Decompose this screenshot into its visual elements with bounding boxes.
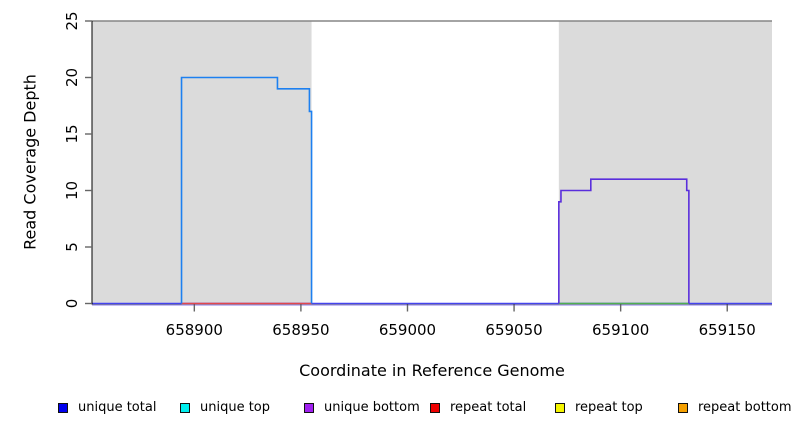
y-tick-label: 25 xyxy=(63,11,81,30)
x-tick-label: 658950 xyxy=(272,321,329,339)
unique-coverage-block-2 xyxy=(558,178,690,304)
x-tick-label: 659150 xyxy=(699,321,756,339)
shaded-region xyxy=(558,21,772,306)
y-tick-label: 10 xyxy=(63,181,81,200)
unique-coverage-block-1 xyxy=(180,76,313,304)
y-tick-label: 5 xyxy=(63,242,81,252)
x-tick-label: 658900 xyxy=(166,321,223,339)
y-tick-label: 0 xyxy=(63,299,81,309)
shaded-region xyxy=(92,21,312,306)
x-tick-label: 659100 xyxy=(592,321,649,339)
x-tick-label: 659050 xyxy=(485,321,542,339)
x-axis-title: Coordinate in Reference Genome xyxy=(299,361,565,380)
y-axis-title: Read Coverage Depth xyxy=(21,74,40,250)
y-tick-label: 20 xyxy=(63,68,81,87)
y-tick-label: 15 xyxy=(63,124,81,143)
x-tick-label: 659000 xyxy=(379,321,436,339)
